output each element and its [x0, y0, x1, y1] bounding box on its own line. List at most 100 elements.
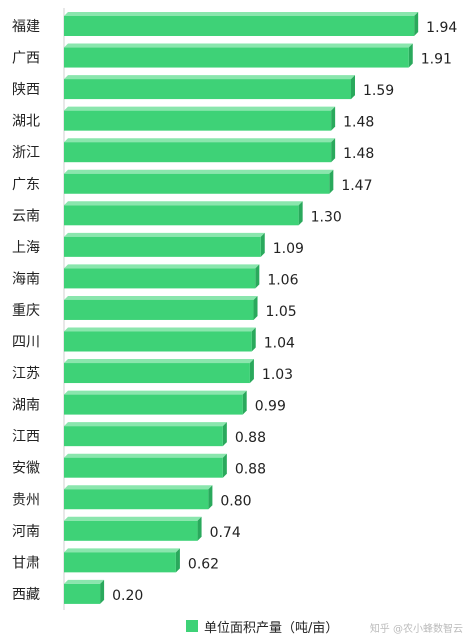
value-label: 0.88 [235, 462, 266, 478]
value-label: 1.06 [267, 272, 298, 288]
bar-side-face [208, 485, 213, 510]
category-label: 河南 [12, 524, 40, 540]
bar-top-face [64, 43, 413, 48]
bar [64, 327, 256, 352]
bar-front-face [64, 426, 223, 447]
bar-front-face [64, 394, 243, 415]
category-label: 广东 [12, 177, 40, 193]
category-label: 湖北 [12, 114, 40, 130]
bar-top-face [64, 75, 355, 80]
bar-top-face [64, 548, 180, 553]
bar [64, 75, 355, 100]
bar [64, 232, 265, 257]
bar [64, 201, 303, 226]
bar-top-face [64, 516, 202, 521]
bar-side-face [253, 295, 258, 320]
bar-top-face [64, 106, 336, 111]
bar [64, 359, 254, 384]
category-label: 广西 [12, 51, 40, 67]
bar-side-face [350, 75, 355, 100]
bar-front-face [64, 363, 250, 384]
value-label: 1.48 [343, 146, 374, 162]
value-label: 1.48 [343, 115, 374, 131]
bar [64, 390, 247, 415]
bar-side-face [100, 579, 105, 604]
bar [64, 453, 227, 478]
category-label: 四川 [12, 335, 40, 351]
bar [64, 12, 419, 36]
category-label: 江西 [12, 429, 40, 445]
bar-front-face [64, 16, 415, 36]
bar-top-face [64, 390, 247, 395]
bar-top-face [64, 359, 254, 364]
bar-front-face [64, 583, 101, 604]
bar-top-face [64, 232, 265, 237]
bar-top-face [64, 579, 105, 584]
bar-side-face [175, 548, 180, 573]
watermark-text: 知乎 @农小蜂数智云 [369, 624, 463, 635]
bar-side-face [222, 422, 227, 447]
category-label: 江苏 [12, 366, 40, 382]
value-label: 0.80 [220, 493, 251, 509]
category-label: 云南 [12, 208, 40, 224]
bar [64, 264, 260, 289]
legend: 单位面积产量（吨/亩） [186, 616, 338, 636]
value-label: 1.09 [273, 241, 304, 257]
bar-front-face [64, 205, 299, 226]
legend-swatch [186, 620, 198, 632]
category-label: 上海 [12, 240, 40, 256]
bar-top-face [64, 264, 260, 269]
bar-front-face [64, 520, 198, 541]
bar-front-face [64, 142, 332, 163]
bar-side-face [249, 359, 254, 384]
bar-top-face [64, 295, 258, 300]
value-label: 1.94 [426, 20, 457, 36]
bar-front-face [64, 552, 176, 573]
value-label: 1.47 [341, 178, 372, 194]
value-label: 0.62 [188, 556, 219, 572]
bar-top-face [64, 201, 303, 206]
bar-top-face [64, 422, 227, 427]
bar [64, 422, 227, 447]
value-label: 1.05 [266, 304, 297, 320]
bar [64, 138, 336, 163]
bar-front-face [64, 299, 254, 320]
value-label: 1.30 [311, 209, 342, 225]
bar [64, 295, 258, 320]
category-label: 浙江 [12, 145, 40, 161]
bar-side-face [251, 327, 256, 352]
category-label: 贵州 [12, 492, 40, 508]
bar [64, 43, 413, 68]
bar [64, 579, 105, 604]
bar-side-face [329, 169, 334, 194]
category-label: 福建 [12, 19, 40, 35]
bar-side-face [408, 43, 413, 68]
bar-side-face [255, 264, 260, 289]
bar-front-face [64, 236, 261, 257]
category-label: 海南 [12, 271, 40, 287]
value-label: 0.99 [255, 399, 286, 415]
bar-front-face [64, 331, 252, 352]
value-label: 0.20 [112, 588, 143, 604]
value-label: 0.74 [210, 525, 241, 541]
value-label: 1.03 [262, 367, 293, 383]
bar-side-face [414, 12, 419, 36]
bar-front-face [64, 268, 256, 289]
bar-side-face [298, 201, 303, 226]
value-label: 0.88 [235, 430, 266, 446]
value-label: 1.59 [363, 83, 394, 99]
bar [64, 516, 202, 541]
bar [64, 548, 180, 573]
bar-front-face [64, 489, 209, 510]
bar-side-face [331, 106, 336, 131]
bar-front-face [64, 79, 351, 100]
category-label: 湖南 [12, 398, 40, 414]
bar [64, 485, 213, 510]
bar-side-face [242, 390, 247, 415]
bar-top-face [64, 327, 256, 332]
bar-side-face [260, 232, 265, 257]
category-label: 陕西 [12, 82, 40, 98]
bar-top-face [64, 12, 419, 16]
bar [64, 169, 334, 194]
